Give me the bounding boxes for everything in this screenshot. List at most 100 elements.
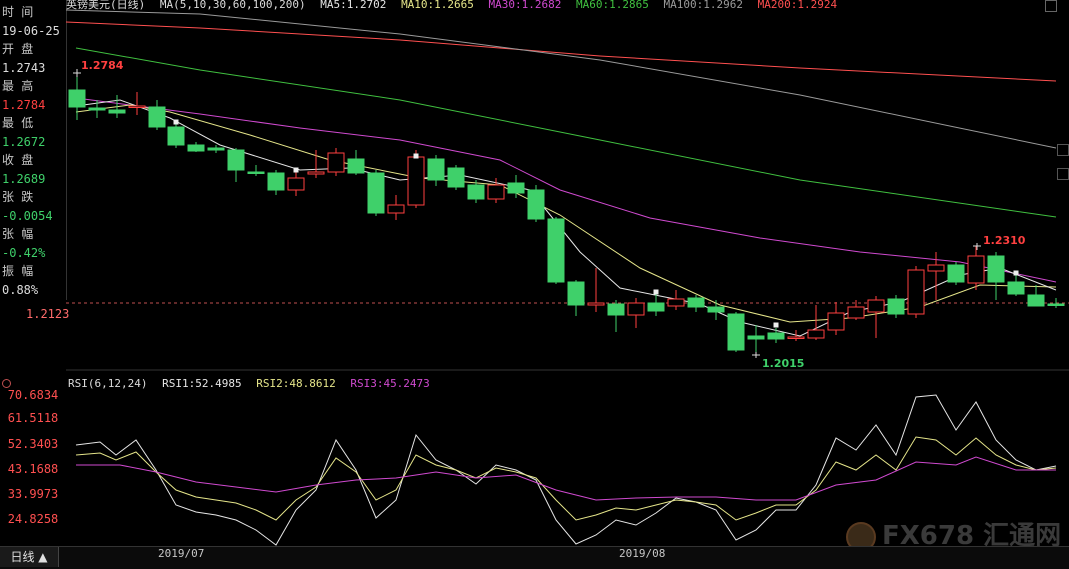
low-mark-label: 1.2015 xyxy=(762,357,804,370)
time-value: 19-06-25 xyxy=(2,24,60,38)
ma100-line xyxy=(65,9,1057,149)
candle-body xyxy=(108,109,126,114)
candle-body xyxy=(148,106,166,128)
ma-header: 英镑美元(日线) MA(5,10,30,60,100,200) MA5:1.27… xyxy=(66,0,845,11)
rsi3-value: RSI3:45.2473 xyxy=(350,377,430,390)
ma60-line xyxy=(75,47,1057,218)
candle-body xyxy=(727,313,745,351)
candle-body xyxy=(967,255,985,284)
candle-body xyxy=(427,158,445,181)
candle-body xyxy=(68,89,86,108)
ma5-value: MA5:1.2702 xyxy=(320,0,387,11)
candle-body xyxy=(767,332,785,340)
candle-body xyxy=(487,184,505,200)
ma100-value: MA100:1.2962 xyxy=(663,0,743,11)
candle-body xyxy=(987,255,1005,283)
candle-body xyxy=(907,269,925,315)
candle-body xyxy=(247,171,265,174)
low-label: 最 低 xyxy=(2,116,34,130)
candle-body xyxy=(307,171,325,175)
recent-high-mark-label: 1.2310 xyxy=(983,234,1026,247)
change-label: 张 跌 xyxy=(2,190,34,204)
window-close-icon[interactable] xyxy=(1045,0,1057,12)
signal-marker xyxy=(173,119,179,125)
rsi1-value: RSI1:52.4985 xyxy=(162,377,242,390)
candle-body xyxy=(567,281,585,306)
candle-body xyxy=(227,149,245,171)
candle-body xyxy=(447,167,465,188)
candle-body xyxy=(207,147,225,151)
candle-body xyxy=(547,218,565,283)
candle-body xyxy=(267,172,285,191)
pct-value: -0.42% xyxy=(2,246,46,260)
ma10-value: MA10:1.2665 xyxy=(401,0,474,11)
high-value: 1.2784 xyxy=(2,98,46,112)
candle-body xyxy=(287,177,305,191)
high-mark-label: 1.2784 xyxy=(81,59,124,72)
rsi-axis-label: 52.3403 xyxy=(7,437,59,451)
high-label: 最 高 xyxy=(2,79,34,93)
candle-body xyxy=(687,297,705,308)
period-selector-button[interactable]: 日线 ▲ xyxy=(0,547,59,567)
candle-body xyxy=(367,172,385,214)
amp-value: 0.88% xyxy=(2,283,39,297)
low-value: 1.2672 xyxy=(2,135,46,149)
candle-body xyxy=(1047,303,1065,306)
instrument-title[interactable]: 英镑美元(日线) xyxy=(66,0,146,11)
candle-body xyxy=(627,302,645,316)
rsi3-line xyxy=(76,456,1056,501)
candle-body xyxy=(647,302,665,312)
signal-marker xyxy=(413,153,419,159)
candle-body xyxy=(467,184,485,200)
candle-body xyxy=(607,303,625,316)
candle-body xyxy=(847,306,865,319)
candle-body xyxy=(167,126,185,146)
candle-body xyxy=(707,306,725,313)
rsi-axis-label: 70.6834 xyxy=(7,388,59,402)
ma60-value: MA60:1.2865 xyxy=(576,0,649,11)
rsi-axis-label: 24.8258 xyxy=(7,512,59,526)
ma200-value: MA200:1.2924 xyxy=(757,0,838,11)
close-label: 收 盘 xyxy=(2,153,34,167)
candle-body xyxy=(667,298,685,307)
change-value: -0.0054 xyxy=(2,209,53,223)
candle-body xyxy=(407,156,425,206)
candle-body xyxy=(1007,281,1025,295)
open-value: 1.2743 xyxy=(2,61,46,75)
candle-body xyxy=(747,335,765,340)
rsi1-line xyxy=(75,394,1057,546)
candle-body xyxy=(927,264,945,272)
rsi-axis-label: 43.1688 xyxy=(7,462,59,476)
open-label: 开 盘 xyxy=(2,42,34,56)
signal-marker xyxy=(293,167,299,173)
close-value: 1.2689 xyxy=(2,172,46,186)
candle-body xyxy=(787,336,805,339)
indicator-settings-icon[interactable] xyxy=(2,379,11,388)
amp-label: 振 幅 xyxy=(2,264,34,278)
candle-body xyxy=(587,302,605,306)
ma30-value: MA30:1.2682 xyxy=(488,0,562,11)
ma-params[interactable]: MA(5,10,30,60,100,200) xyxy=(159,0,306,11)
candle-body xyxy=(327,152,345,173)
rsi2-line xyxy=(75,436,1057,521)
candlestick-chart[interactable]: 1.2784 1.2015 1.2310 xyxy=(0,0,1069,546)
date-axis-label: 2019/08 xyxy=(619,547,666,560)
current-price-label: 1.2123 xyxy=(26,307,70,321)
candle-body xyxy=(887,298,905,315)
candle-body xyxy=(1027,294,1045,307)
candle-body xyxy=(507,182,525,194)
bottom-bar xyxy=(0,546,1069,569)
info-panel: 时 间 19-06-25 开 盘 1.2743 最 高 1.2784 最 低 1… xyxy=(0,0,67,300)
candle-body xyxy=(387,204,405,214)
candle-body xyxy=(187,144,205,152)
signal-marker xyxy=(773,322,779,328)
pct-label: 张 幅 xyxy=(2,227,34,241)
rsi-header: RSI(6,12,24) RSI1:52.4985 RSI2:48.8612 R… xyxy=(68,377,438,390)
rsi-params[interactable]: RSI(6,12,24) xyxy=(68,377,148,390)
candle-body xyxy=(947,264,965,283)
rsi2-value: RSI2:48.8612 xyxy=(256,377,336,390)
candle-body xyxy=(867,299,885,313)
rsi-axis-label: 33.9973 xyxy=(7,487,59,501)
rsi-axis-label: 61.5118 xyxy=(7,411,59,425)
signal-marker xyxy=(1013,270,1019,276)
